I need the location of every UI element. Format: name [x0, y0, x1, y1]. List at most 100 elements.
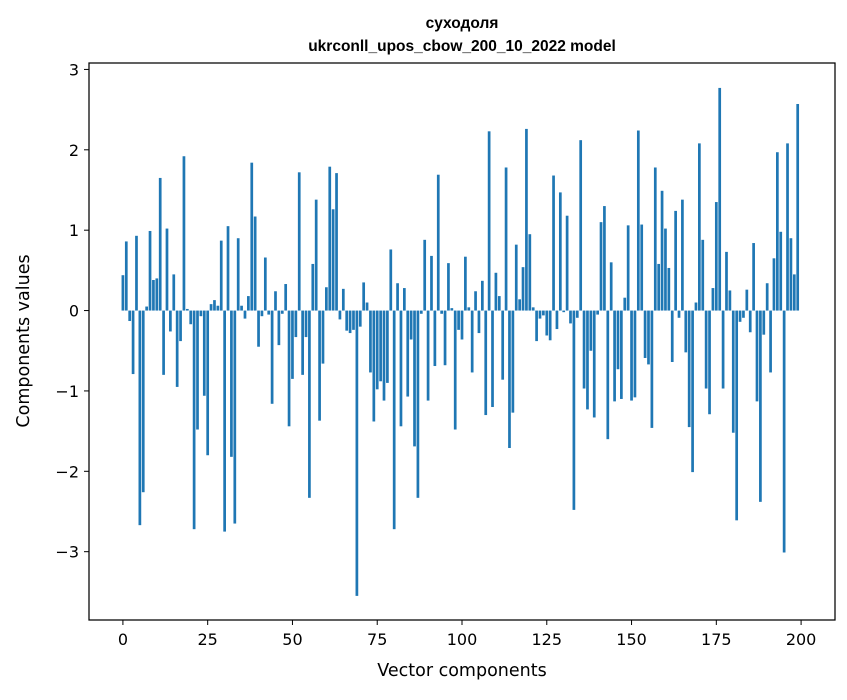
- bar: [691, 310, 694, 473]
- bar: [375, 310, 379, 390]
- bar: [535, 310, 538, 342]
- bar: [477, 310, 481, 334]
- bar: [318, 310, 321, 421]
- bar: [575, 310, 579, 318]
- bar: [745, 289, 749, 311]
- bar: [694, 302, 698, 311]
- bar: [433, 310, 437, 367]
- bar: [765, 283, 769, 311]
- x-tick-label: 200: [786, 630, 817, 649]
- bar: [409, 310, 413, 340]
- bar: [718, 87, 722, 311]
- bar: [789, 238, 793, 311]
- bar: [274, 291, 277, 311]
- x-axis-label: Vector components: [377, 661, 546, 681]
- bar: [423, 239, 427, 311]
- bar: [681, 199, 684, 311]
- bar: [630, 310, 633, 401]
- chart-title-line-1: суходоля: [426, 15, 499, 32]
- bar: [558, 192, 562, 311]
- bar: [504, 167, 508, 311]
- bar: [328, 166, 332, 311]
- bar: [525, 128, 528, 311]
- bar: [270, 310, 274, 404]
- bar: [542, 310, 545, 316]
- bar: [579, 140, 583, 311]
- bar: [531, 307, 535, 311]
- bar: [233, 310, 237, 524]
- bar: [762, 310, 766, 335]
- bar: [226, 226, 230, 311]
- bar: [131, 310, 135, 375]
- bar: [620, 310, 623, 399]
- bar: [596, 310, 599, 315]
- bar: [297, 172, 301, 311]
- bar: [284, 284, 288, 311]
- bar: [521, 267, 525, 311]
- bar: [796, 103, 800, 311]
- bar: [169, 310, 172, 332]
- bar: [338, 310, 342, 320]
- bar: [121, 275, 125, 311]
- bar: [606, 310, 610, 440]
- bar: [704, 310, 708, 389]
- bar: [738, 310, 742, 322]
- bar: [396, 283, 399, 311]
- bar: [653, 167, 657, 311]
- bar: [399, 310, 403, 427]
- bar: [135, 235, 138, 311]
- bar: [250, 162, 254, 311]
- bar: [514, 244, 518, 311]
- y-tick-label: −1: [55, 382, 79, 401]
- bar: [470, 310, 474, 373]
- bar: [548, 310, 552, 341]
- bar: [236, 238, 240, 311]
- bar: [562, 310, 566, 313]
- bar: [613, 310, 616, 402]
- x-axis-ticks: 0 25 50 75 100 125 150 175 200: [118, 620, 817, 649]
- bar: [464, 256, 467, 311]
- bar: [467, 307, 471, 311]
- bar: [657, 263, 661, 311]
- bar: [257, 310, 260, 347]
- y-tick-label: 1: [69, 221, 79, 240]
- bar: [406, 310, 410, 397]
- bar: [609, 262, 613, 311]
- bar: [155, 278, 159, 311]
- bar: [413, 310, 416, 447]
- bar: [287, 310, 291, 427]
- bar: [196, 310, 199, 430]
- bar: [670, 310, 674, 362]
- bar: [474, 291, 477, 311]
- bar: [172, 274, 176, 311]
- bar: [209, 304, 213, 311]
- bar: [389, 249, 393, 311]
- bar: [647, 310, 650, 365]
- bar: [497, 296, 501, 311]
- bar: [301, 310, 304, 375]
- bar: [358, 310, 362, 327]
- bar: [141, 310, 145, 493]
- y-tick-label: 3: [69, 60, 79, 79]
- bar: [331, 209, 335, 311]
- bar: [792, 274, 796, 311]
- bar: [202, 310, 206, 396]
- bar: [185, 308, 189, 311]
- bar: [769, 310, 772, 373]
- bar: [213, 300, 216, 311]
- bar: [216, 305, 220, 311]
- bar: [230, 310, 233, 457]
- bar: [158, 177, 162, 311]
- bar: [291, 310, 294, 379]
- bar: [440, 310, 444, 314]
- bar: [755, 310, 759, 402]
- bar: [701, 239, 705, 311]
- bar: [508, 310, 511, 448]
- bar: [145, 306, 148, 311]
- bar: [633, 310, 637, 398]
- y-axis-ticks: −3 −2 −1 0 1 2 3: [55, 60, 89, 562]
- bar: [192, 310, 196, 530]
- bar: [748, 310, 752, 333]
- bar: [731, 310, 735, 433]
- bar: [447, 263, 450, 311]
